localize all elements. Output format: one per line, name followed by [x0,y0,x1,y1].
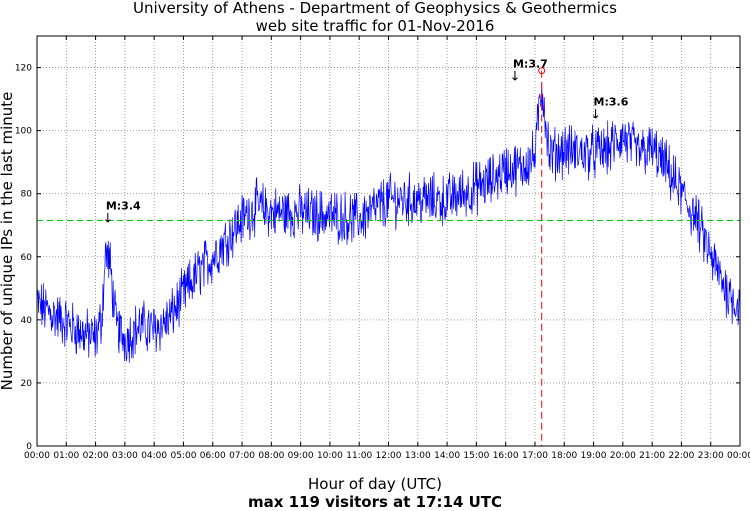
axis-ticks: 00:00 01:00 02:00 03:00 04:00 05:00 06:00 07:00… [15,36,750,461]
y-tick-label: 120 [15,64,32,74]
max-point-marker [538,67,546,75]
x-tick-label: 03:00 [112,451,138,461]
x-tick-label: 19:00 [581,451,607,461]
x-tick-label: 09:00 [288,451,314,461]
series-layer [36,83,741,363]
annotation-label: M:3.7 [513,58,548,71]
y-tick-label: 40 [21,316,33,326]
y-axis-label: Number of unique IPs in the last minute [0,92,16,391]
x-tick-label: 18:00 [551,451,577,461]
x-tick-label: 02:00 [83,451,109,461]
chart-title: University of Athens - Department of Geo… [133,0,617,17]
x-tick-label: 10:00 [317,451,343,461]
annotation-arrow-icon: ↓ [510,70,521,85]
x-tick-label: 22:00 [668,451,694,461]
x-tick-label: 06:00 [200,451,226,461]
x-tick-label: 13:00 [405,451,431,461]
x-tick-label: 12:00 [376,451,402,461]
x-tick-label: 21:00 [639,451,665,461]
marker-layer: M:3.4↓M:3.7↓M:3.6↓ [37,58,740,446]
chart-subtitle: web site traffic for 01-Nov-2016 [255,17,495,35]
x-tick-label: 00:00 [727,451,750,461]
annotation-arrow-icon: ↓ [102,211,113,226]
annotation-label: M:3.6 [594,95,629,108]
x-tick-label: 16:00 [493,451,519,461]
series-line [36,83,741,363]
annotation-label: M:3.4 [106,199,141,212]
x-tick-label: 20:00 [610,451,636,461]
y-tick-label: 100 [15,127,32,137]
y-tick-label: 20 [21,379,33,389]
x-tick-label: 08:00 [258,451,284,461]
x-tick-label: 23:00 [698,451,724,461]
x-tick-label: 07:00 [229,451,255,461]
x-tick-label: 04:00 [141,451,167,461]
plot-frame [36,35,741,447]
x-tick-label: 14:00 [434,451,460,461]
grid-lines [37,36,740,446]
x-tick-label: 00:00 [24,451,50,461]
x-tick-label: 01:00 [53,451,79,461]
x-tick-label: 15:00 [463,451,489,461]
max-visitors-summary: max 119 visitors at 17:14 UTC [247,493,503,511]
y-tick-label: 0 [26,442,32,452]
x-axis-label: Hour of day (UTC) [308,475,442,493]
x-tick-label: 17:00 [522,451,548,461]
x-tick-label: 11:00 [346,451,372,461]
x-tick-label: 05:00 [170,451,196,461]
y-tick-label: 80 [21,190,33,200]
y-tick-label: 60 [21,253,33,263]
annotation-arrow-icon: ↓ [590,107,601,122]
